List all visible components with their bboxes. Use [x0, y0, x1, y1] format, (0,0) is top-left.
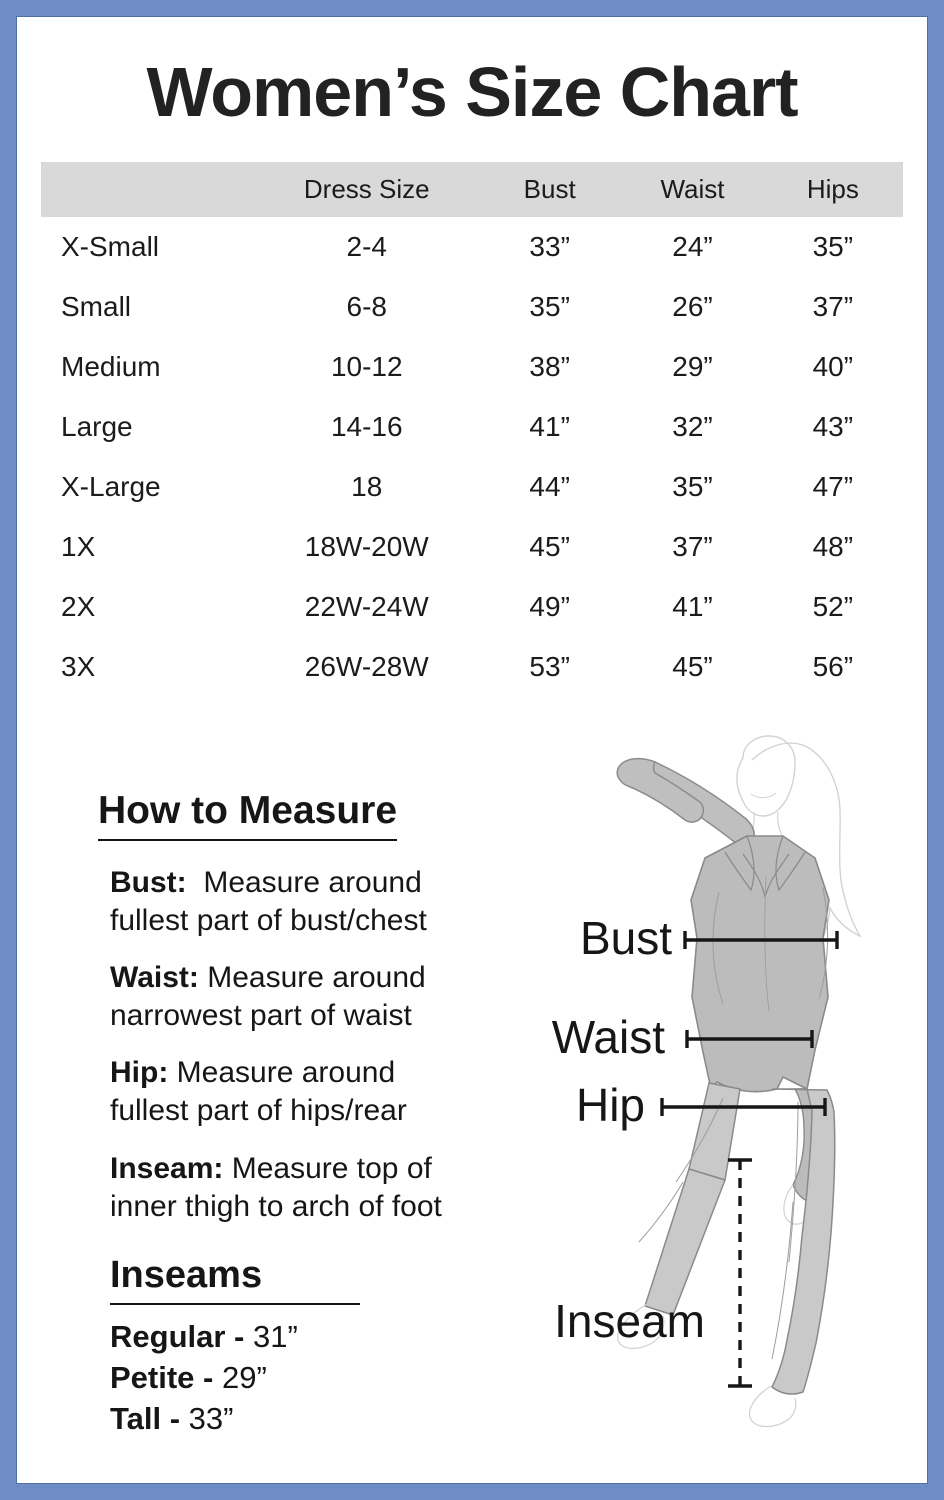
svg-text:Hip: Hip — [576, 1079, 645, 1131]
svg-text:Inseam: Inseam — [554, 1295, 705, 1347]
svg-text:Bust: Bust — [580, 912, 672, 964]
svg-text:Waist: Waist — [552, 1011, 666, 1063]
